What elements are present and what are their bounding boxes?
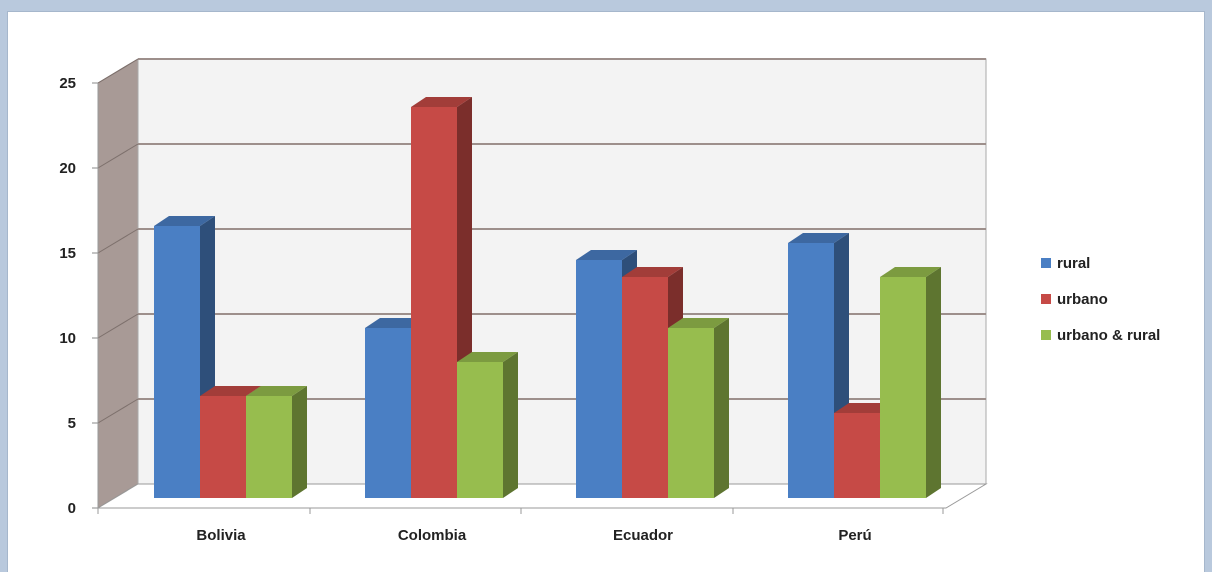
- legend-label-rural: rural: [1057, 255, 1090, 272]
- bar-per-urbano-rural-top: [880, 267, 941, 277]
- gridline-side: [97, 228, 139, 254]
- legend-swatch-urbano-rural: [1041, 330, 1051, 340]
- bar-ecuador-urbano-top: [622, 267, 683, 277]
- bar-ecuador-urbano-rural-side: [714, 318, 729, 498]
- legend-label-urbano-rural: urbano & rural: [1057, 327, 1160, 344]
- bar-per-rural: [788, 243, 834, 498]
- gridline-side: [97, 398, 139, 424]
- bar-bolivia-urbano: [200, 396, 246, 498]
- bar-ecuador-urbano: [622, 277, 668, 498]
- legend-swatch-rural: [1041, 258, 1051, 268]
- y-tick-label: 5: [68, 415, 76, 432]
- gridline-side: [97, 143, 139, 169]
- legend-label-urbano: urbano: [1057, 291, 1108, 308]
- bar-chart: 0 5 10 15 20 25 Bolivia Colombia Ecuador Perú rura…: [59, 58, 1160, 544]
- x-tick-label: Colombia: [398, 527, 467, 544]
- bar-bolivia-urbano-rural-top: [246, 386, 307, 396]
- y-tick-label: 0: [68, 500, 76, 517]
- x-tick-label: Ecuador: [613, 527, 673, 544]
- y-tick-label: 25: [59, 75, 76, 92]
- bar-colombia-urbano-rural-side: [503, 352, 518, 498]
- bar-per-urbano-rural-side: [926, 267, 941, 498]
- bar-per-urbano: [834, 413, 880, 498]
- bar-colombia-urbano-rural: [457, 362, 503, 498]
- x-tick-label: Perú: [838, 527, 871, 544]
- bar-ecuador-rural: [576, 260, 622, 498]
- bar-colombia-urbano: [411, 107, 457, 498]
- y-tick-label: 10: [59, 330, 76, 347]
- chart-panel: 0 5 10 15 20 25 Bolivia Colombia Ecuador Perú rura…: [8, 12, 1204, 572]
- bar-ecuador-rural-top: [576, 250, 637, 260]
- gridline-side: [97, 58, 139, 84]
- gridline-side: [97, 313, 139, 339]
- bar-per-urbano-top: [834, 403, 895, 413]
- bar-ecuador-urbano-rural-top: [668, 318, 729, 328]
- side-wall: [97, 58, 139, 509]
- x-tick-label: Bolivia: [196, 527, 246, 544]
- bar-bolivia-urbano-rural-side: [292, 386, 307, 498]
- bar-colombia-rural-top: [365, 318, 426, 328]
- bar-bolivia-urbano-rural: [246, 396, 292, 498]
- bar-per-urbano-rural: [880, 277, 926, 498]
- bar-colombia-rural: [365, 328, 411, 498]
- legend-swatch-urbano: [1041, 294, 1051, 304]
- bar-colombia-urbano-rural-top: [457, 352, 518, 362]
- y-tick-label: 20: [59, 160, 76, 177]
- bar-bolivia-rural-top: [154, 216, 215, 226]
- bar-per-rural-top: [788, 233, 849, 243]
- bar-ecuador-urbano-rural: [668, 328, 714, 498]
- bar-bolivia-rural: [154, 226, 200, 498]
- bar-colombia-urbano-top: [411, 97, 472, 107]
- y-tick-label: 15: [59, 245, 76, 262]
- bar-bolivia-urbano-top: [200, 386, 261, 396]
